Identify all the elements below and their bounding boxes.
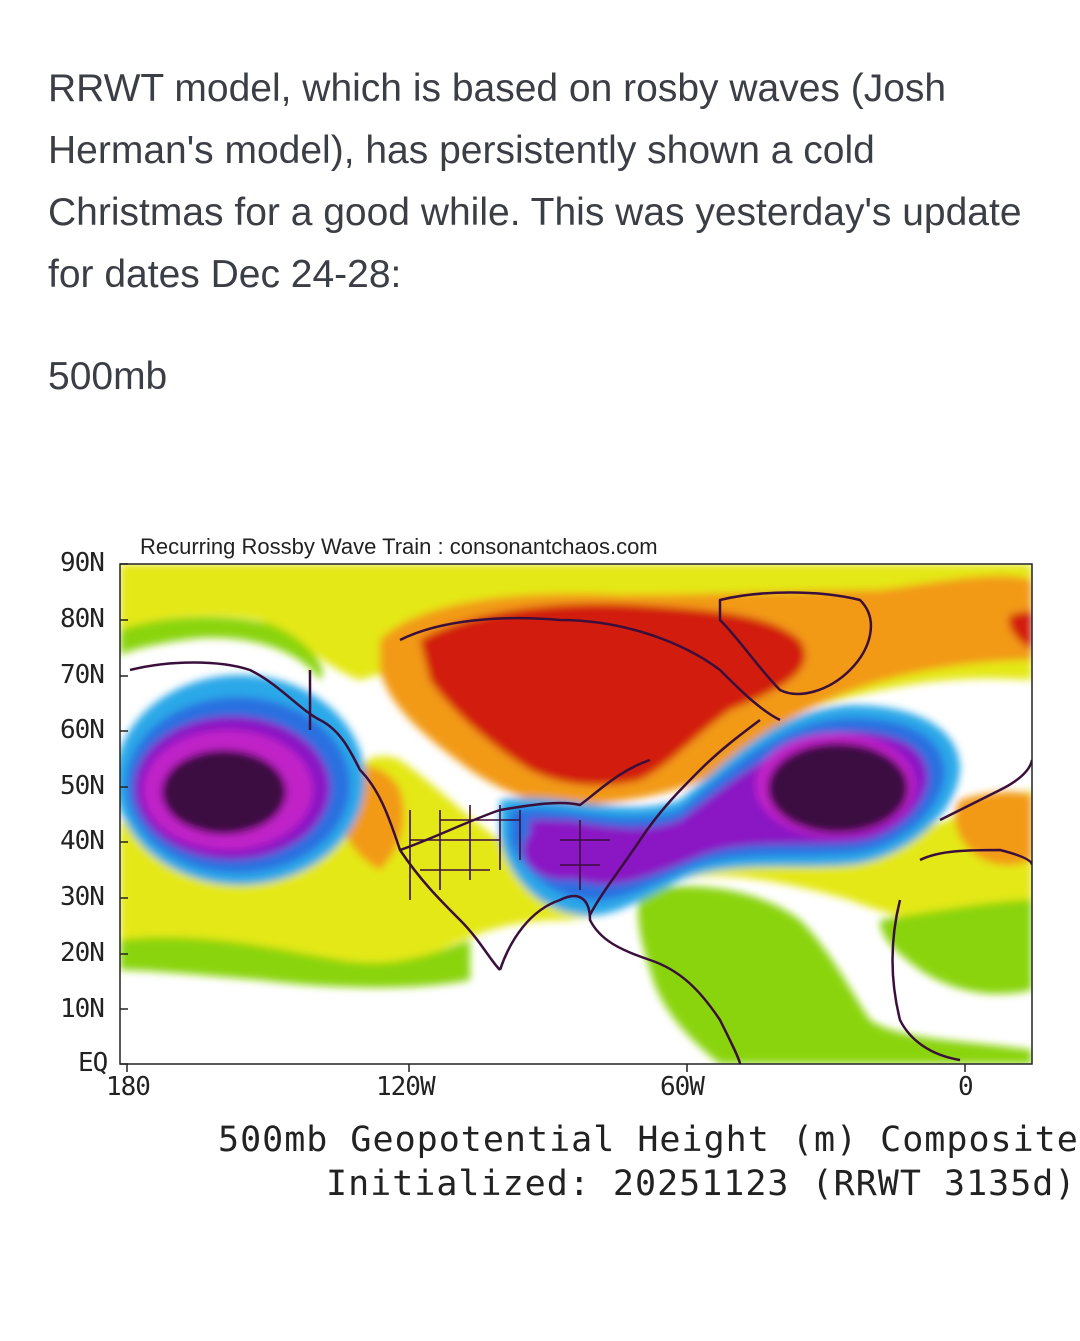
positive-green-atlantic <box>638 886 1032 1064</box>
lat-label-30n: 30N <box>60 882 105 912</box>
coast-europe <box>939 759 1032 822</box>
coast-mexico-central-america <box>498 894 742 1064</box>
coast-east-us <box>588 719 761 916</box>
positive-red-ridge-core <box>420 603 806 786</box>
map-caption-initialized: Initialized: 20251123 (RRWT 3135d) <box>326 1164 1077 1204</box>
lat-label-80n: 80N <box>60 604 105 634</box>
lat-label-20n: 20N <box>60 938 105 968</box>
eastern-state-lines <box>560 820 610 890</box>
lon-label-0: 0 <box>958 1072 974 1102</box>
post-body-text: RRWT model, which is based on rosby wave… <box>48 67 1022 296</box>
positive-orange-europe <box>954 791 1032 866</box>
map-title: Recurring Rossby Wave Train : consonantc… <box>140 534 658 559</box>
post-label-500mb: 500mb <box>48 355 168 398</box>
negative-purple-eastern-us <box>523 820 607 880</box>
lat-label-eq: EQ <box>78 1048 108 1078</box>
coastlines <box>129 591 1032 1064</box>
rrwt-map-figure: Recurring Rossby Wave Train : consonantc… <box>0 520 1080 1220</box>
us-canada-border <box>399 758 651 852</box>
lon-label-120w: 120W <box>376 1072 436 1102</box>
axis-ticks <box>120 563 966 1072</box>
map-frame <box>119 563 1033 1065</box>
lat-label-60n: 60N <box>60 715 105 745</box>
coast-arctic-canada <box>399 616 781 722</box>
positive-green-north <box>120 616 323 680</box>
map-caption-title: 500mb Geopotential Height (m) Composite <box>218 1120 1079 1160</box>
state-borders <box>409 805 610 900</box>
coast-greenland <box>718 591 873 696</box>
lat-label-50n: 50N <box>60 771 105 801</box>
lon-label-180: 180 <box>106 1072 151 1102</box>
coast-africa <box>891 848 1032 1062</box>
positive-green-africa <box>880 900 1032 994</box>
lon-label-60w: 60W <box>660 1072 705 1102</box>
coast-alaska-westcoast <box>129 661 501 971</box>
anomaly-map <box>119 563 1033 1072</box>
positive-red-east <box>1008 610 1032 650</box>
negative-core-atlantic <box>768 743 908 833</box>
lat-label-10n: 10N <box>60 994 105 1024</box>
negative-core-pacific <box>162 750 286 834</box>
lat-label-70n: 70N <box>60 660 105 690</box>
us-state-lines <box>409 805 521 900</box>
lat-label-40n: 40N <box>60 826 105 856</box>
lat-label-90n: 90N <box>60 548 105 578</box>
anomaly-field <box>120 564 1032 1064</box>
positive-green-pacific <box>120 937 470 988</box>
